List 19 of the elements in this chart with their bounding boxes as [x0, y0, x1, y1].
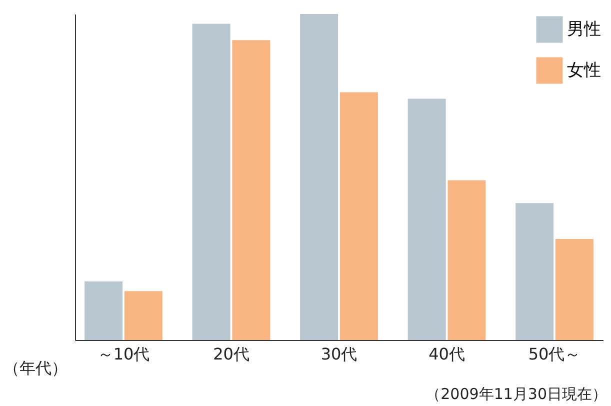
legend-label: 男性 [567, 20, 601, 40]
bar [516, 203, 554, 340]
bar [124, 291, 162, 340]
bar [408, 98, 446, 340]
bar [300, 14, 338, 340]
x-tick-label: 40代 [428, 344, 465, 364]
bar [448, 180, 486, 340]
x-axis-title: （年代） [4, 358, 68, 378]
bar [84, 281, 123, 340]
x-tick-label: 50代～ [528, 344, 581, 364]
bar [192, 24, 230, 340]
text: （2009年11月30日現在） [426, 385, 607, 403]
x-tick-label: ～10代 [97, 344, 150, 364]
legend-label: 女性 [567, 60, 601, 80]
bar [555, 238, 594, 340]
bar [232, 40, 270, 340]
bar [340, 92, 378, 340]
x-tick-label: 30代 [320, 344, 358, 364]
x-tick-label: 20代 [213, 344, 250, 364]
